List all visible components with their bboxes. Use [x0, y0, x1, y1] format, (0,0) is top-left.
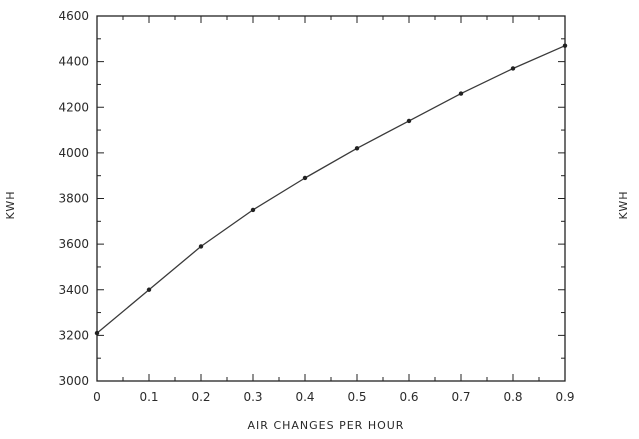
y-tick-label: 4200: [58, 100, 89, 114]
x-tick-label: 0.1: [139, 390, 158, 404]
data-point: [146, 287, 152, 292]
plot-frame: [96, 15, 566, 382]
x-tick-label: 0.9: [555, 390, 574, 404]
y-tick-label: 4000: [58, 146, 89, 160]
x-tick-label: 0.3: [243, 390, 262, 404]
y-tick-label: 3000: [58, 374, 89, 388]
x-tick-label: 0.5: [347, 390, 366, 404]
y-tick-label: 4400: [58, 55, 89, 69]
data-point: [562, 43, 568, 48]
data-point: [510, 66, 516, 71]
data-point: [354, 146, 360, 151]
x-ticks: 0 0.1 0.2 0.3 0.4 0.5 0.6 0.7 0.8 0.9: [93, 16, 575, 404]
data-point: [406, 118, 412, 124]
x-tick-label: 0: [93, 390, 101, 404]
y-tick-label: 3600: [58, 237, 89, 251]
x-tick-label: 0.8: [503, 390, 522, 404]
y-tick-label: 4600: [58, 9, 89, 23]
data-point: [302, 175, 308, 181]
data-point: [250, 207, 256, 213]
data-point: [94, 330, 100, 336]
x-tick-label: 0.6: [399, 390, 418, 404]
x-tick-label: 0.2: [191, 390, 210, 404]
series-line: [96, 45, 566, 334]
y-axis-title-left: KWH: [4, 191, 17, 220]
y-tick-label: 3200: [58, 328, 89, 342]
x-tick-label: 0.4: [295, 390, 314, 404]
data-point: [458, 91, 464, 96]
y-tick-label: 3400: [58, 283, 89, 297]
x-axis-title: AIR CHANGES PER HOUR: [248, 419, 405, 432]
y-tick-label: 3800: [58, 192, 89, 206]
series: [94, 43, 568, 336]
y-axis-title-right: KWH: [617, 191, 630, 220]
x-tick-label: 0.7: [451, 390, 470, 404]
y-ticks: 3000 3200 3400 3600 3800 4000 4200 4400 4600: [58, 9, 565, 388]
data-point: [198, 244, 204, 249]
